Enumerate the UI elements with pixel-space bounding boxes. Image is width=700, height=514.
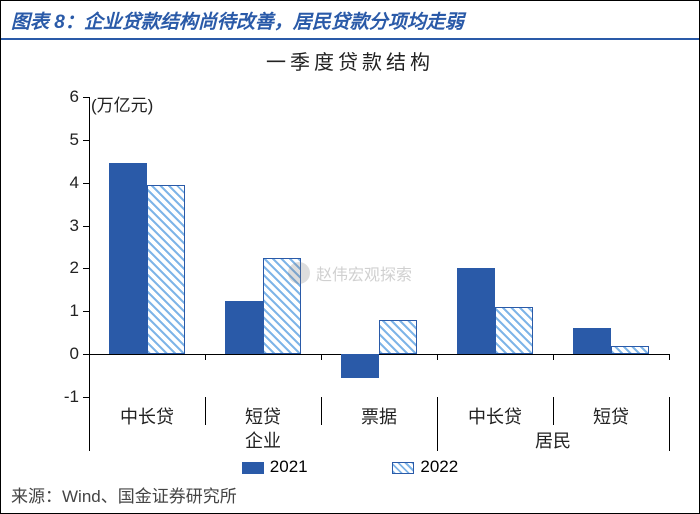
group-divider-end xyxy=(669,397,670,451)
category-label: 中长贷 xyxy=(437,403,553,429)
bar-2022 xyxy=(495,307,533,354)
ytick-mark xyxy=(83,97,89,98)
source-line: 来源：Wind、国金证券研究所 xyxy=(11,482,237,507)
source-prefix: 来源： xyxy=(11,487,62,506)
category-divider-below xyxy=(321,397,322,425)
chart-legend: 2021 2022 xyxy=(1,457,699,477)
ytick-label: 1 xyxy=(19,301,79,321)
legend-item-2021: 2021 xyxy=(242,457,308,477)
bar-2022 xyxy=(263,258,301,354)
figure-frame: 图表 8：企业贷款结构尚待改善，居民贷款分项均走弱 一季度贷款结构 (万亿元) … xyxy=(0,0,700,514)
bar-2022 xyxy=(379,320,417,354)
bar-2022 xyxy=(147,185,185,354)
ytick-mark xyxy=(83,183,89,184)
ytick-label: 5 xyxy=(19,130,79,150)
chart-title: 一季度贷款结构 xyxy=(1,46,699,75)
ytick-label: -1 xyxy=(19,387,79,407)
ytick-label: 4 xyxy=(19,173,79,193)
category-divider xyxy=(437,354,438,360)
ytick-label: 3 xyxy=(19,216,79,236)
category-divider xyxy=(205,354,206,360)
ytick-mark xyxy=(83,226,89,227)
y-axis-line xyxy=(89,97,90,397)
bar-2021 xyxy=(573,328,611,354)
source-text: Wind、国金证券研究所 xyxy=(62,487,237,506)
ytick-label: 2 xyxy=(19,258,79,278)
bar-2022 xyxy=(611,346,649,355)
category-label: 票据 xyxy=(321,403,437,429)
ytick-mark xyxy=(83,268,89,269)
ytick-mark xyxy=(83,140,89,141)
group-label: 居民 xyxy=(437,427,669,453)
category-divider xyxy=(669,354,670,360)
figure-header: 图表 8：企业贷款结构尚待改善，居民贷款分项均走弱 xyxy=(1,1,699,40)
ytick-mark xyxy=(83,354,89,355)
ytick-label: 0 xyxy=(19,344,79,364)
category-label: 中长贷 xyxy=(89,403,205,429)
figure-caption-text: 企业贷款结构尚待改善，居民贷款分项均走弱 xyxy=(84,12,464,33)
bar-2021 xyxy=(341,354,379,378)
ytick-label: 6 xyxy=(19,87,79,107)
bar-2021 xyxy=(457,268,495,354)
x-axis-line xyxy=(89,354,669,355)
bar-2021 xyxy=(225,301,263,355)
legend-swatch-2022 xyxy=(392,462,414,474)
figure-number: 图表 8： xyxy=(11,12,84,33)
chart-plot-area: -10123456中长贷短贷票据中长贷短贷企业居民 xyxy=(89,97,669,397)
bar-2021 xyxy=(109,163,147,354)
legend-item-2022: 2022 xyxy=(392,457,458,477)
category-divider xyxy=(321,354,322,360)
group-label: 企业 xyxy=(89,427,437,453)
legend-label-2022: 2022 xyxy=(420,457,458,476)
ytick-mark xyxy=(83,311,89,312)
legend-swatch-2021 xyxy=(242,462,264,474)
figure-caption: 图表 8：企业贷款结构尚待改善，居民贷款分项均走弱 xyxy=(11,12,464,33)
category-divider xyxy=(553,354,554,360)
category-label: 短贷 xyxy=(205,403,321,429)
legend-label-2021: 2021 xyxy=(270,457,308,476)
category-label: 短贷 xyxy=(553,403,669,429)
category-divider-below xyxy=(553,397,554,425)
category-divider-below xyxy=(205,397,206,425)
